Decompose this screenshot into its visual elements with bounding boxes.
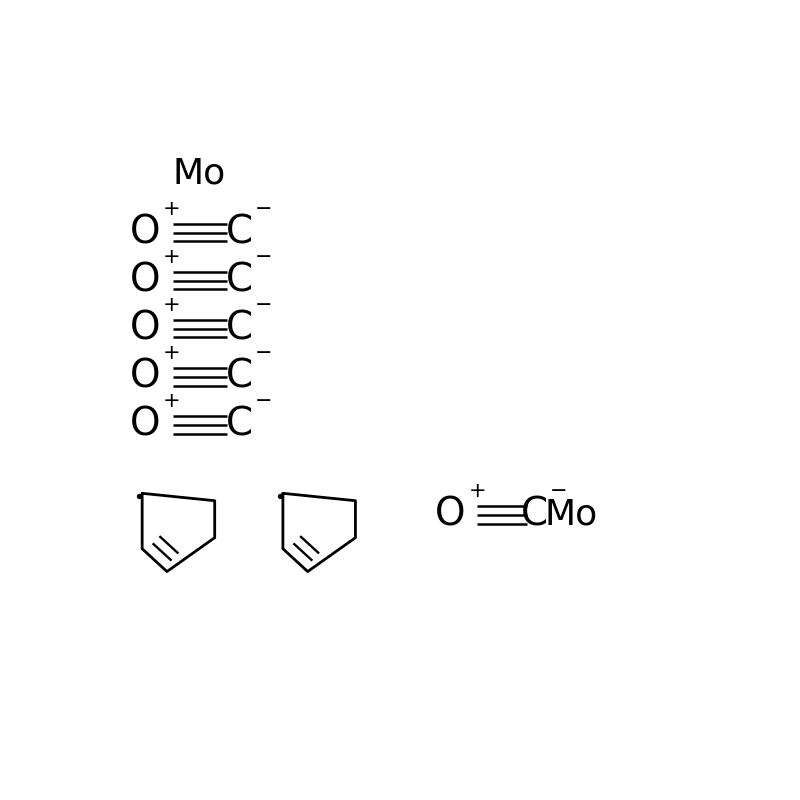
Text: +: +	[163, 343, 181, 363]
Text: C: C	[521, 496, 547, 534]
Text: O: O	[130, 214, 160, 252]
Text: O: O	[130, 262, 160, 300]
Text: O: O	[130, 358, 160, 396]
Text: O: O	[130, 406, 160, 444]
Text: C: C	[226, 310, 253, 348]
Text: −: −	[255, 247, 273, 267]
Text: O: O	[435, 496, 466, 534]
Text: −: −	[255, 295, 273, 315]
Text: +: +	[469, 482, 486, 502]
Text: −: −	[255, 199, 273, 219]
Text: +: +	[163, 391, 181, 411]
Text: −: −	[255, 343, 273, 363]
Text: +: +	[163, 247, 181, 267]
Text: +: +	[163, 199, 181, 219]
Text: C: C	[226, 406, 253, 444]
Text: Mo: Mo	[545, 498, 598, 532]
Text: C: C	[226, 214, 253, 252]
Text: −: −	[550, 482, 567, 502]
Text: C: C	[226, 358, 253, 396]
Text: C: C	[226, 262, 253, 300]
Text: +: +	[163, 295, 181, 315]
Text: O: O	[130, 310, 160, 348]
Text: −: −	[255, 391, 273, 411]
Text: Mo: Mo	[173, 156, 226, 190]
